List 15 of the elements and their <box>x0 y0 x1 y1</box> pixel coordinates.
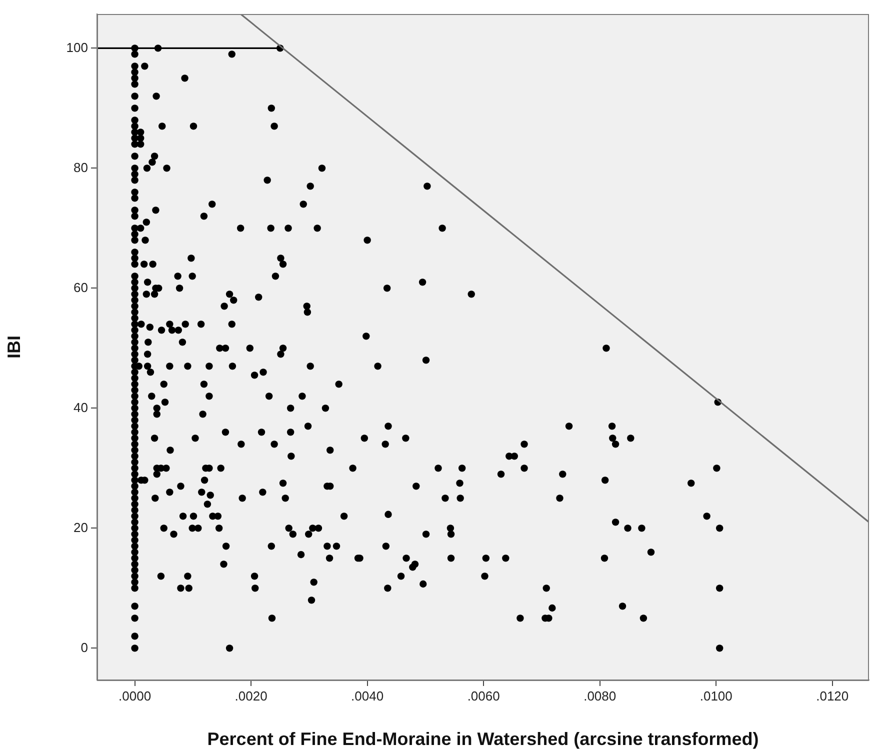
y-tick-label: 20 <box>74 520 88 535</box>
y-tick-label: 60 <box>74 280 88 295</box>
x-tick-label: .0080 <box>584 688 616 704</box>
x-tick-label: .0000 <box>118 688 152 704</box>
y-tick-label: 80 <box>74 160 88 175</box>
x-tick-label: .0120 <box>816 688 849 704</box>
x-tick-label: .0100 <box>700 688 732 704</box>
y-axis-title: IBI <box>4 335 24 359</box>
x-tick-label: .0020 <box>234 688 268 704</box>
x-axis-title: Percent of Fine End-Moraine in Watershed (arcsine transformed) <box>207 729 759 750</box>
y-tick-label: 0 <box>80 640 88 655</box>
y-tick-label: 100 <box>66 40 88 55</box>
x-tick-label: .0040 <box>351 688 384 704</box>
x-tick-label: .0060 <box>467 688 500 704</box>
y-tick-label: 40 <box>74 400 88 415</box>
